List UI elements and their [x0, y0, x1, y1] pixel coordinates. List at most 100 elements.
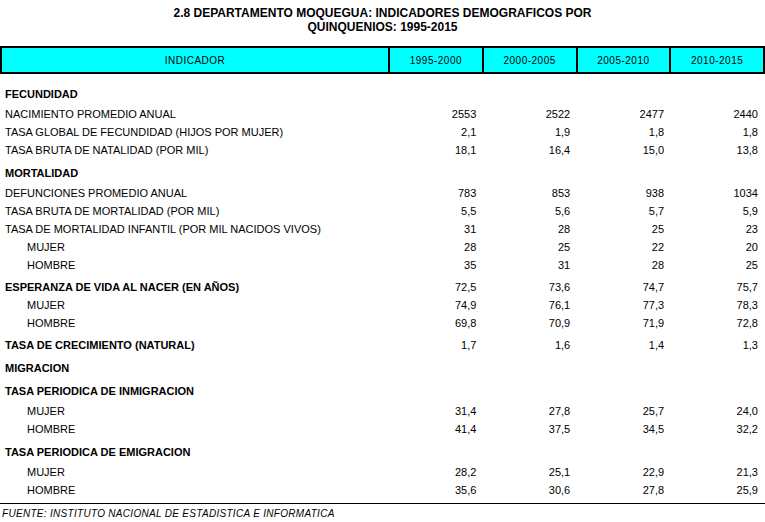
table-row: TASA PERIODICA DE EMIGRACION [0, 443, 765, 461]
row-value-1995-2000: 28 [389, 238, 483, 256]
row-value-2010-2015: 13,8 [671, 141, 765, 159]
row-value-2000-2005: 853 [483, 184, 577, 202]
row-value-2010-2015 [671, 85, 765, 103]
row-indicator-label: TASA PERIODICA DE EMIGRACION [0, 443, 389, 461]
table-row: MORTALIDAD [0, 164, 765, 182]
header-cell-period-2010-2015: 2010-2015 [669, 48, 763, 72]
header-cell-period-2005-2010: 2005-2010 [576, 48, 670, 72]
header-cell-indicator: INDICADOR [2, 48, 388, 72]
row-value-2005-2010: 1,4 [577, 336, 671, 354]
row-value-2000-2005 [483, 443, 577, 461]
page: { "title": { "line1": "2.8 DEPARTAMENTO … [0, 0, 765, 522]
row-indicator-label: HOMBRE [0, 256, 389, 274]
table-row: HOMBRE 41,4 37,5 34,5 32,2 [0, 420, 765, 438]
row-value-2000-2005: 37,5 [483, 420, 577, 438]
row-value-2005-2010 [577, 359, 671, 377]
table-header: INDICADOR 1995-2000 2000-2005 2005-2010 … [0, 46, 765, 74]
table-row: MUJER 28 25 22 20 [0, 238, 765, 256]
table-row: MUJER 74,9 76,1 77,3 78,3 [0, 296, 765, 314]
row-value-1995-2000: 35 [389, 256, 483, 274]
table-row: ESPERANZA DE VIDA AL NACER (EN AÑOS) 72,… [0, 278, 765, 296]
row-value-2010-2015 [671, 382, 765, 400]
row-value-1995-2000: 31 [389, 220, 483, 238]
row-indicator-label: MUJER [0, 238, 389, 256]
row-indicator-label: FECUNDIDAD [0, 85, 389, 103]
row-value-2000-2005: 1,9 [483, 123, 577, 141]
row-value-2010-2015 [671, 443, 765, 461]
row-value-2000-2005: 25 [483, 238, 577, 256]
document: 2.8 DEPARTAMENTO MOQUEGUA: INDICADORES D… [0, 0, 765, 522]
row-value-2005-2010: 22,9 [577, 463, 671, 481]
row-value-1995-2000: 783 [389, 184, 483, 202]
row-indicator-label: MUJER [0, 463, 389, 481]
row-value-2000-2005: 16,4 [483, 141, 577, 159]
row-value-2005-2010 [577, 164, 671, 182]
row-value-2000-2005: 30,6 [483, 481, 577, 499]
row-value-2010-2015: 75,7 [671, 278, 765, 296]
row-value-2000-2005: 70,9 [483, 314, 577, 332]
table-row: MUJER 31,4 27,8 25,7 24,0 [0, 402, 765, 420]
row-indicator-label: MIGRACION [0, 359, 389, 377]
table-row: TASA BRUTA DE MORTALIDAD (POR MIL) 5,5 5… [0, 202, 765, 220]
row-value-2010-2015: 21,3 [671, 463, 765, 481]
row-value-1995-2000 [389, 164, 483, 182]
table-row: NACIMIENTO PROMEDIO ANUAL 2553 2522 2477… [0, 105, 765, 123]
title-line-1: 2.8 DEPARTAMENTO MOQUEGUA: INDICADORES D… [0, 6, 765, 20]
row-value-2000-2005: 25,1 [483, 463, 577, 481]
row-value-2010-2015: 5,9 [671, 202, 765, 220]
row-value-2005-2010: 5,7 [577, 202, 671, 220]
row-value-2010-2015 [671, 164, 765, 182]
row-indicator-label: TASA PERIODICA DE INMIGRACION [0, 382, 389, 400]
row-indicator-label: TASA BRUTA DE NATALIDAD (POR MIL) [0, 141, 389, 159]
row-value-2005-2010: 15,0 [577, 141, 671, 159]
row-indicator-label: TASA BRUTA DE MORTALIDAD (POR MIL) [0, 202, 389, 220]
table-row: HOMBRE 35,6 30,6 27,8 25,9 [0, 481, 765, 499]
row-value-2010-2015: 1,8 [671, 123, 765, 141]
row-indicator-label: ESPERANZA DE VIDA AL NACER (EN AÑOS) [0, 278, 389, 296]
row-value-1995-2000: 35,6 [389, 481, 483, 499]
table-row: FECUNDIDAD [0, 85, 765, 103]
row-value-2005-2010: 22 [577, 238, 671, 256]
header-cell-period-1995-2000: 1995-2000 [388, 48, 482, 72]
row-value-2005-2010 [577, 85, 671, 103]
row-value-2000-2005: 28 [483, 220, 577, 238]
table-row: HOMBRE 69,8 70,9 71,9 72,8 [0, 314, 765, 332]
table-row: TASA BRUTA DE NATALIDAD (POR MIL) 18,1 1… [0, 141, 765, 159]
row-value-1995-2000: 72,5 [389, 278, 483, 296]
row-value-2010-2015: 20 [671, 238, 765, 256]
row-value-2005-2010: 25,7 [577, 402, 671, 420]
table-row: TASA GLOBAL DE FECUNDIDAD (HIJOS POR MUJ… [0, 123, 765, 141]
source-note: FUENTE: INSTITUTO NACIONAL DE ESTADISTIC… [0, 504, 765, 519]
row-value-2005-2010: 71,9 [577, 314, 671, 332]
row-value-1995-2000: 69,8 [389, 314, 483, 332]
table-row: TASA DE MORTALIDAD INFANTIL (POR MIL NAC… [0, 220, 765, 238]
row-value-2000-2005 [483, 359, 577, 377]
row-indicator-label: MUJER [0, 296, 389, 314]
row-value-1995-2000: 18,1 [389, 141, 483, 159]
row-value-1995-2000: 41,4 [389, 420, 483, 438]
row-value-2005-2010: 1,8 [577, 123, 671, 141]
row-value-2010-2015: 25,9 [671, 481, 765, 499]
row-value-1995-2000: 2,1 [389, 123, 483, 141]
row-value-2010-2015: 72,8 [671, 314, 765, 332]
row-value-1995-2000: 74,9 [389, 296, 483, 314]
row-value-2010-2015: 23 [671, 220, 765, 238]
page-title: 2.8 DEPARTAMENTO MOQUEGUA: INDICADORES D… [0, 0, 765, 34]
row-value-1995-2000: 31,4 [389, 402, 483, 420]
table-row: TASA PERIODICA DE INMIGRACION [0, 382, 765, 400]
row-value-2000-2005: 5,6 [483, 202, 577, 220]
row-value-2010-2015: 32,2 [671, 420, 765, 438]
row-value-2005-2010: 28 [577, 256, 671, 274]
row-value-1995-2000 [389, 443, 483, 461]
row-value-1995-2000: 1,7 [389, 336, 483, 354]
title-line-2: QUINQUENIOS: 1995-2015 [0, 20, 765, 34]
row-value-2000-2005: 1,6 [483, 336, 577, 354]
row-value-1995-2000: 2553 [389, 105, 483, 123]
row-value-2000-2005: 2522 [483, 105, 577, 123]
row-value-1995-2000 [389, 359, 483, 377]
row-indicator-label: TASA GLOBAL DE FECUNDIDAD (HIJOS POR MUJ… [0, 123, 389, 141]
row-value-2005-2010: 27,8 [577, 481, 671, 499]
row-value-2000-2005: 31 [483, 256, 577, 274]
row-indicator-label: HOMBRE [0, 481, 389, 499]
header-cell-period-2000-2005: 2000-2005 [482, 48, 576, 72]
